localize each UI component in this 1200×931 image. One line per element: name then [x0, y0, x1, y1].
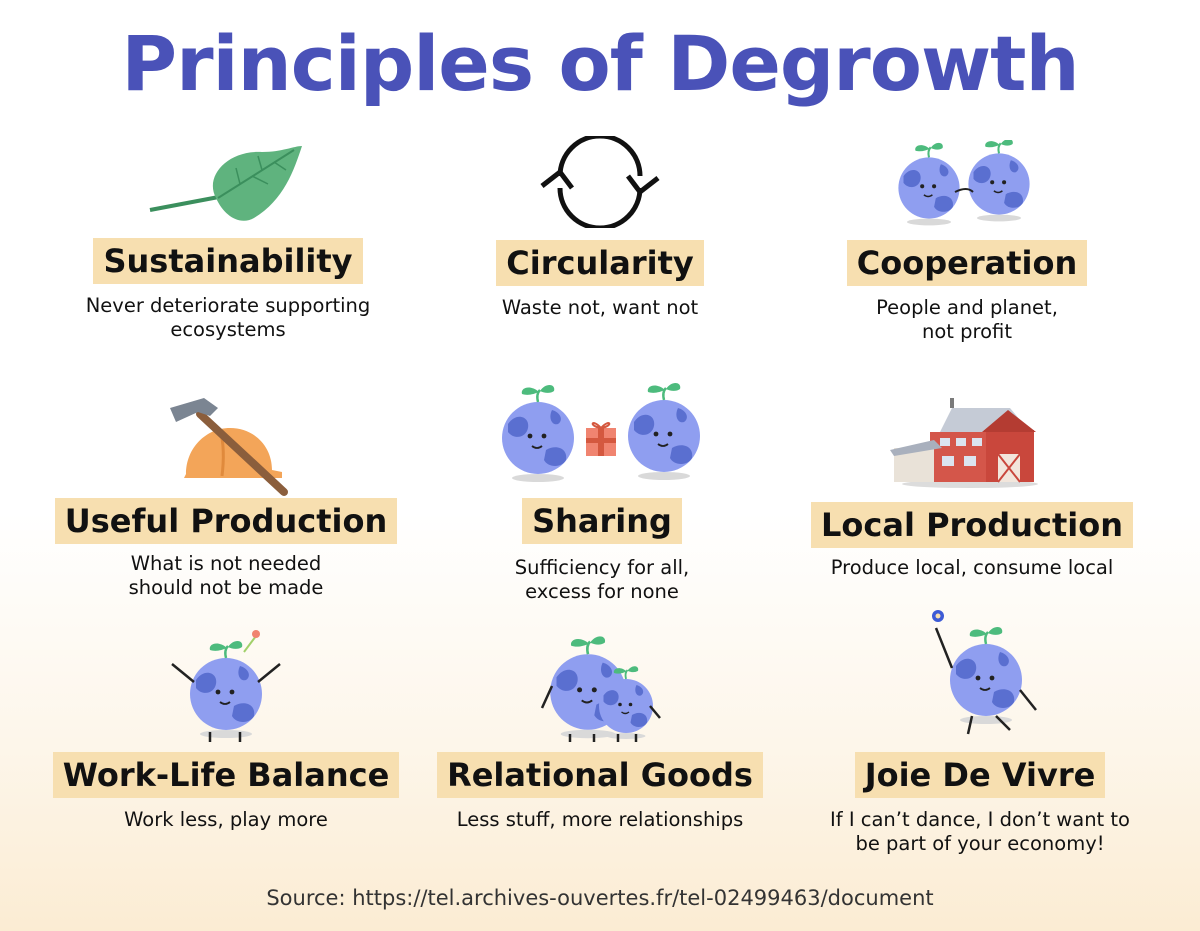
- principle-circularity: Circularity Waste not, want not: [400, 136, 800, 356]
- principle-sharing: Sharing Sufficiency for all, excess for …: [402, 378, 802, 618]
- dancing-planet-icon: [932, 610, 1037, 735]
- principle-label: Local Production: [811, 502, 1133, 548]
- principle-work-life-balance: Work-Life Balance Work less, play more: [26, 624, 426, 844]
- principle-label: Work-Life Balance: [52, 752, 400, 798]
- page-title: Principles of Degrowth: [121, 19, 1079, 108]
- principle-label: Relational Goods: [437, 752, 763, 798]
- principle-label: Sustainability: [93, 238, 363, 284]
- source-citation: Source: https://tel.archives-ouvertes.fr…: [266, 886, 934, 910]
- principle-joie-de-vivre: Joie De Vivre If I can’t dance, I don’t …: [780, 606, 1180, 856]
- hammer-hardhat-icon: [170, 398, 288, 496]
- gift-sharing-planets-icon: [500, 381, 702, 484]
- relaxed-planet-icon: [171, 630, 281, 742]
- principle-label: Cooperation: [846, 240, 1088, 286]
- principle-label: Useful Production: [54, 498, 398, 544]
- hugging-planets-icon: [540, 635, 661, 742]
- principle-description: Less stuff, more relationships: [456, 808, 744, 831]
- principle-description: Work less, play more: [124, 808, 328, 831]
- principle-label: Circularity: [496, 240, 704, 286]
- principle-description: Produce local, consume local: [830, 556, 1114, 579]
- principle-description: People and planet, not profit: [876, 296, 1058, 343]
- principle-description: What is not needed should not be made: [128, 552, 324, 599]
- principle-label: Joie De Vivre: [854, 752, 1106, 798]
- leaf-icon: [149, 146, 302, 221]
- principle-description: Never deteriorate supporting ecosystems: [85, 294, 371, 341]
- principle-label: Sharing: [522, 498, 682, 544]
- principle-local-production: Local Production Produce local, consume …: [772, 392, 1172, 612]
- principle-sustainability: Sustainability Never deteriorate support…: [28, 140, 428, 360]
- principle-useful-production: Useful Production What is not needed sho…: [26, 396, 426, 616]
- cycle-arrows-icon: [540, 136, 660, 228]
- principle-relational-goods: Relational Goods Less stuff, more relati…: [400, 622, 800, 842]
- principle-description: Waste not, want not: [501, 296, 699, 319]
- cooperating-planets-icon: [897, 140, 1031, 227]
- principle-description: Sufficiency for all, excess for none: [514, 556, 690, 603]
- principle-description: If I can’t dance, I don’t want to be par…: [830, 808, 1130, 855]
- principle-cooperation: Cooperation People and planet, not profi…: [767, 140, 1167, 360]
- barn-icon: [890, 398, 1038, 488]
